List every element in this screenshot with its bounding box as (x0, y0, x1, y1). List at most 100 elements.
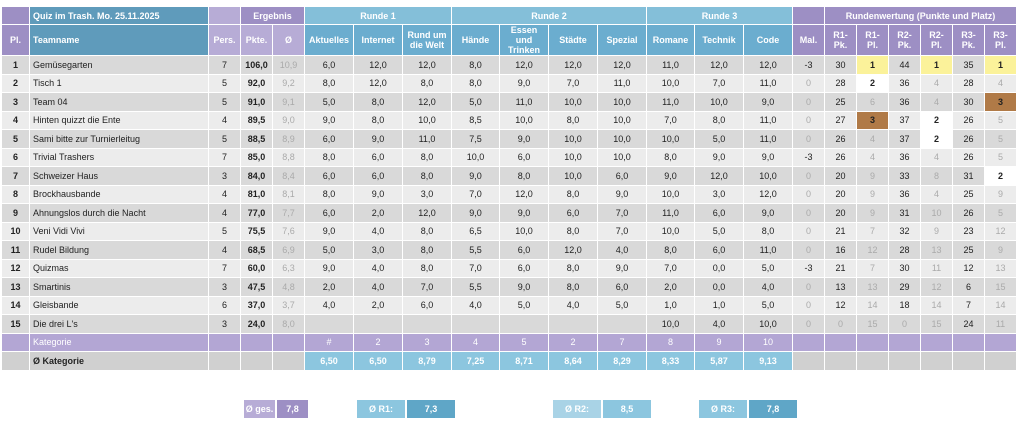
cell: 7,0 (452, 185, 499, 203)
round-place: 9 (921, 222, 952, 240)
category-number: 2 (354, 333, 402, 351)
points: 24,0 (241, 315, 272, 333)
summary-label: Ø R1: (357, 400, 405, 418)
penalty: 0 (793, 185, 824, 203)
cell: 8,0 (354, 111, 402, 129)
cell: 6 (209, 296, 240, 314)
column-header: R1-Pk. (825, 25, 856, 55)
average: 6,3 (273, 259, 304, 277)
category-number: 9 (695, 333, 743, 351)
category-average: 8,64 (549, 352, 597, 370)
place: 12 (2, 259, 29, 277)
cell: 11,0 (647, 93, 694, 111)
round-place: 4 (985, 74, 1016, 92)
summary-value: 7,8 (749, 400, 797, 418)
team-name: Gemüsegarten (30, 56, 208, 74)
points: 37,0 (241, 296, 272, 314)
column-header: R3-Pl. (985, 25, 1016, 55)
cell: 5,0 (305, 93, 353, 111)
round-points: 0 (889, 315, 920, 333)
cell (889, 333, 920, 351)
round-points: 26 (825, 130, 856, 148)
cell: 10,0 (598, 93, 646, 111)
cell: 6,0 (305, 204, 353, 222)
summary-value: 7,8 (277, 400, 308, 418)
cell: 6,0 (403, 296, 451, 314)
points: 85,0 (241, 148, 272, 166)
round-points: 30 (889, 259, 920, 277)
category-number: 8 (647, 333, 694, 351)
cell (273, 333, 304, 351)
cell: 9,0 (500, 130, 548, 148)
round-place: 2 (921, 130, 952, 148)
cell: 10,0 (695, 93, 743, 111)
round-points: 20 (825, 185, 856, 203)
cell: 8,0 (403, 259, 451, 277)
team-name: Tisch 1 (30, 74, 208, 92)
column-header: R3-Pk. (953, 25, 984, 55)
team-name: Smartinis (30, 278, 208, 296)
cell: 12,0 (500, 56, 548, 74)
round-points: 27 (825, 111, 856, 129)
round-place: 12 (857, 241, 888, 259)
round-points: 25 (825, 93, 856, 111)
round-points: 12 (953, 259, 984, 277)
cell: 7,5 (452, 130, 499, 148)
round-points: 31 (889, 204, 920, 222)
cell: 6,0 (549, 204, 597, 222)
cell: 10,0 (549, 148, 597, 166)
column-header: Städte (549, 25, 597, 55)
cell: 9,0 (500, 74, 548, 92)
cell: 6,0 (500, 259, 548, 277)
cell: 6,0 (500, 148, 548, 166)
round-place: 15 (857, 315, 888, 333)
cell: 2,0 (305, 278, 353, 296)
sheet-title: Quiz im Trash. Mo. 25.11.2025 (30, 7, 208, 24)
cell: 4,0 (598, 241, 646, 259)
cell: 9,0 (354, 185, 402, 203)
column-header: Technik (695, 25, 743, 55)
place: 14 (2, 296, 29, 314)
cell: 12,0 (354, 56, 402, 74)
points: 60,0 (241, 259, 272, 277)
round-points: 30 (953, 93, 984, 111)
cell: 6,5 (452, 222, 499, 240)
penalty: 0 (793, 74, 824, 92)
cell: 8,0 (452, 74, 499, 92)
column-header: Essen und Trinken (500, 25, 548, 55)
round-place: 13 (985, 259, 1016, 277)
cell: 4 (209, 111, 240, 129)
category-number: 3 (403, 333, 451, 351)
team-row: 2 Tisch 1 5 92,0 9,2 8,0 12,0 8,0 8,0 9,0 7,0 11,0 1… (2, 74, 1016, 92)
column-header: Mal. (793, 25, 824, 55)
cell: 11,0 (744, 111, 792, 129)
cell (2, 333, 29, 351)
cell: 8,0 (549, 278, 597, 296)
round-points: 28 (953, 74, 984, 92)
points: 89,5 (241, 111, 272, 129)
cell: 9,0 (500, 278, 548, 296)
cell: 8,0 (744, 222, 792, 240)
category-number: 2 (549, 333, 597, 351)
cell: 6,0 (695, 241, 743, 259)
cell: 8,0 (695, 111, 743, 129)
average: 8,1 (273, 185, 304, 203)
team-row: 4 Hinten quizzt die Ente 4 89,5 9,0 9,0 8,0 10,… (2, 111, 1016, 129)
cell: 7,0 (695, 74, 743, 92)
round-points: 37 (889, 111, 920, 129)
place: 8 (2, 185, 29, 203)
cell (241, 333, 272, 351)
round-place: 2 (921, 111, 952, 129)
category-number: 10 (744, 333, 792, 351)
penalty: 0 (793, 204, 824, 222)
round-points: 24 (953, 315, 984, 333)
points: 68,5 (241, 241, 272, 259)
penalty: 0 (793, 315, 824, 333)
cell: 5,0 (452, 93, 499, 111)
team-name: Quizmas (30, 259, 208, 277)
cell: 7 (209, 259, 240, 277)
team-name: Trivial Trashers (30, 148, 208, 166)
round-place: 5 (985, 130, 1016, 148)
cell: 5,0 (695, 222, 743, 240)
